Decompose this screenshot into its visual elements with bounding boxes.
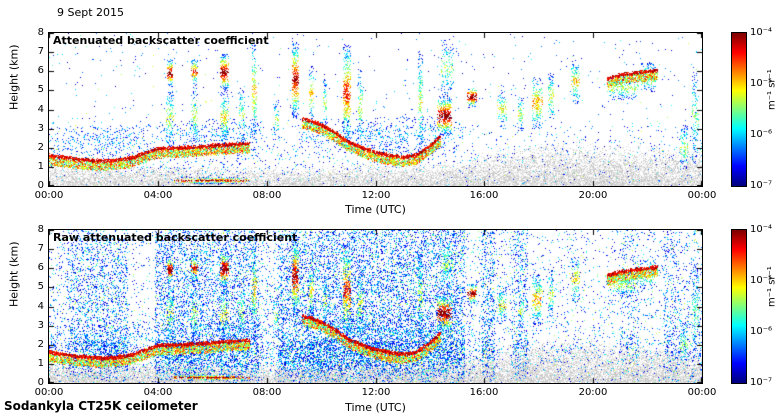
x-tick-label: 16:00 [469,387,499,398]
y-tick-label: 8 [37,224,44,235]
y-tick-label: 2 [37,339,44,350]
x-axis-label: Time (UTC) [345,401,406,414]
raw-backscatter-panel: Raw attenuated backscatter coefficient [48,229,703,384]
x-tick-label: 08:00 [252,387,282,398]
y-tick-label: 5 [37,281,44,292]
y-tick-label: 0 [37,180,44,191]
y-tick-label: 5 [37,84,44,95]
colorbar-gradient [732,230,746,383]
panel-title: Attenuated backscatter coefficient [53,34,269,47]
y-tick-label: 4 [37,104,44,115]
colorbar [731,229,747,384]
attenuated-heatmap-canvas [49,33,702,186]
x-tick-label: 12:00 [361,387,391,398]
y-tick-label: 0 [37,377,44,388]
x-tick-label: 00:00 [687,190,717,201]
y-tick-label: 8 [37,27,44,38]
x-tick-label: 00:00 [34,190,64,201]
y-tick-label: 3 [37,123,44,134]
colorbar-tick-label: 10⁻⁵ [750,78,773,89]
colorbar-tick-label: 10⁻⁴ [750,224,773,235]
y-tick-label: 7 [37,243,44,254]
x-tick-label: 12:00 [361,190,391,201]
y-tick-label: 4 [37,301,44,312]
colorbar-tick-label: 10⁻⁶ [750,326,773,337]
instrument-label: Sodankyla CT25K ceilometer [4,399,198,413]
x-tick-label: 20:00 [578,190,608,201]
colorbar-tick-label: 10⁻⁶ [750,129,773,140]
x-tick-label: 00:00 [687,387,717,398]
colorbar [731,32,747,187]
colorbar-tick-label: 10⁻⁴ [750,27,773,38]
panel-title: Raw attenuated backscatter coefficient [53,231,298,244]
x-tick-label: 04:00 [143,190,173,201]
x-tick-label: 08:00 [252,190,282,201]
y-tick-label: 1 [37,161,44,172]
colorbar-tick-label: 10⁻⁷ [750,180,773,191]
date-label: 9 Sept 2015 [57,6,125,19]
attenuated-backscatter-panel: Attenuated backscatter coefficient [48,32,703,187]
colorbar-tick-label: 10⁻⁷ [750,377,773,388]
y-tick-label: 6 [37,65,44,76]
y-tick-label: 1 [37,358,44,369]
x-tick-label: 16:00 [469,190,499,201]
x-axis-label: Time (UTC) [345,203,406,216]
x-tick-label: 00:00 [34,387,64,398]
raw-heatmap-canvas [49,230,702,383]
y-tick-label: 2 [37,142,44,153]
x-tick-label: 20:00 [578,387,608,398]
y-tick-label: 6 [37,262,44,273]
x-tick-label: 04:00 [143,387,173,398]
colorbar-tick-label: 10⁻⁵ [750,275,773,286]
y-tick-label: 3 [37,320,44,331]
y-tick-label: 7 [37,46,44,57]
colorbar-gradient [732,33,746,186]
